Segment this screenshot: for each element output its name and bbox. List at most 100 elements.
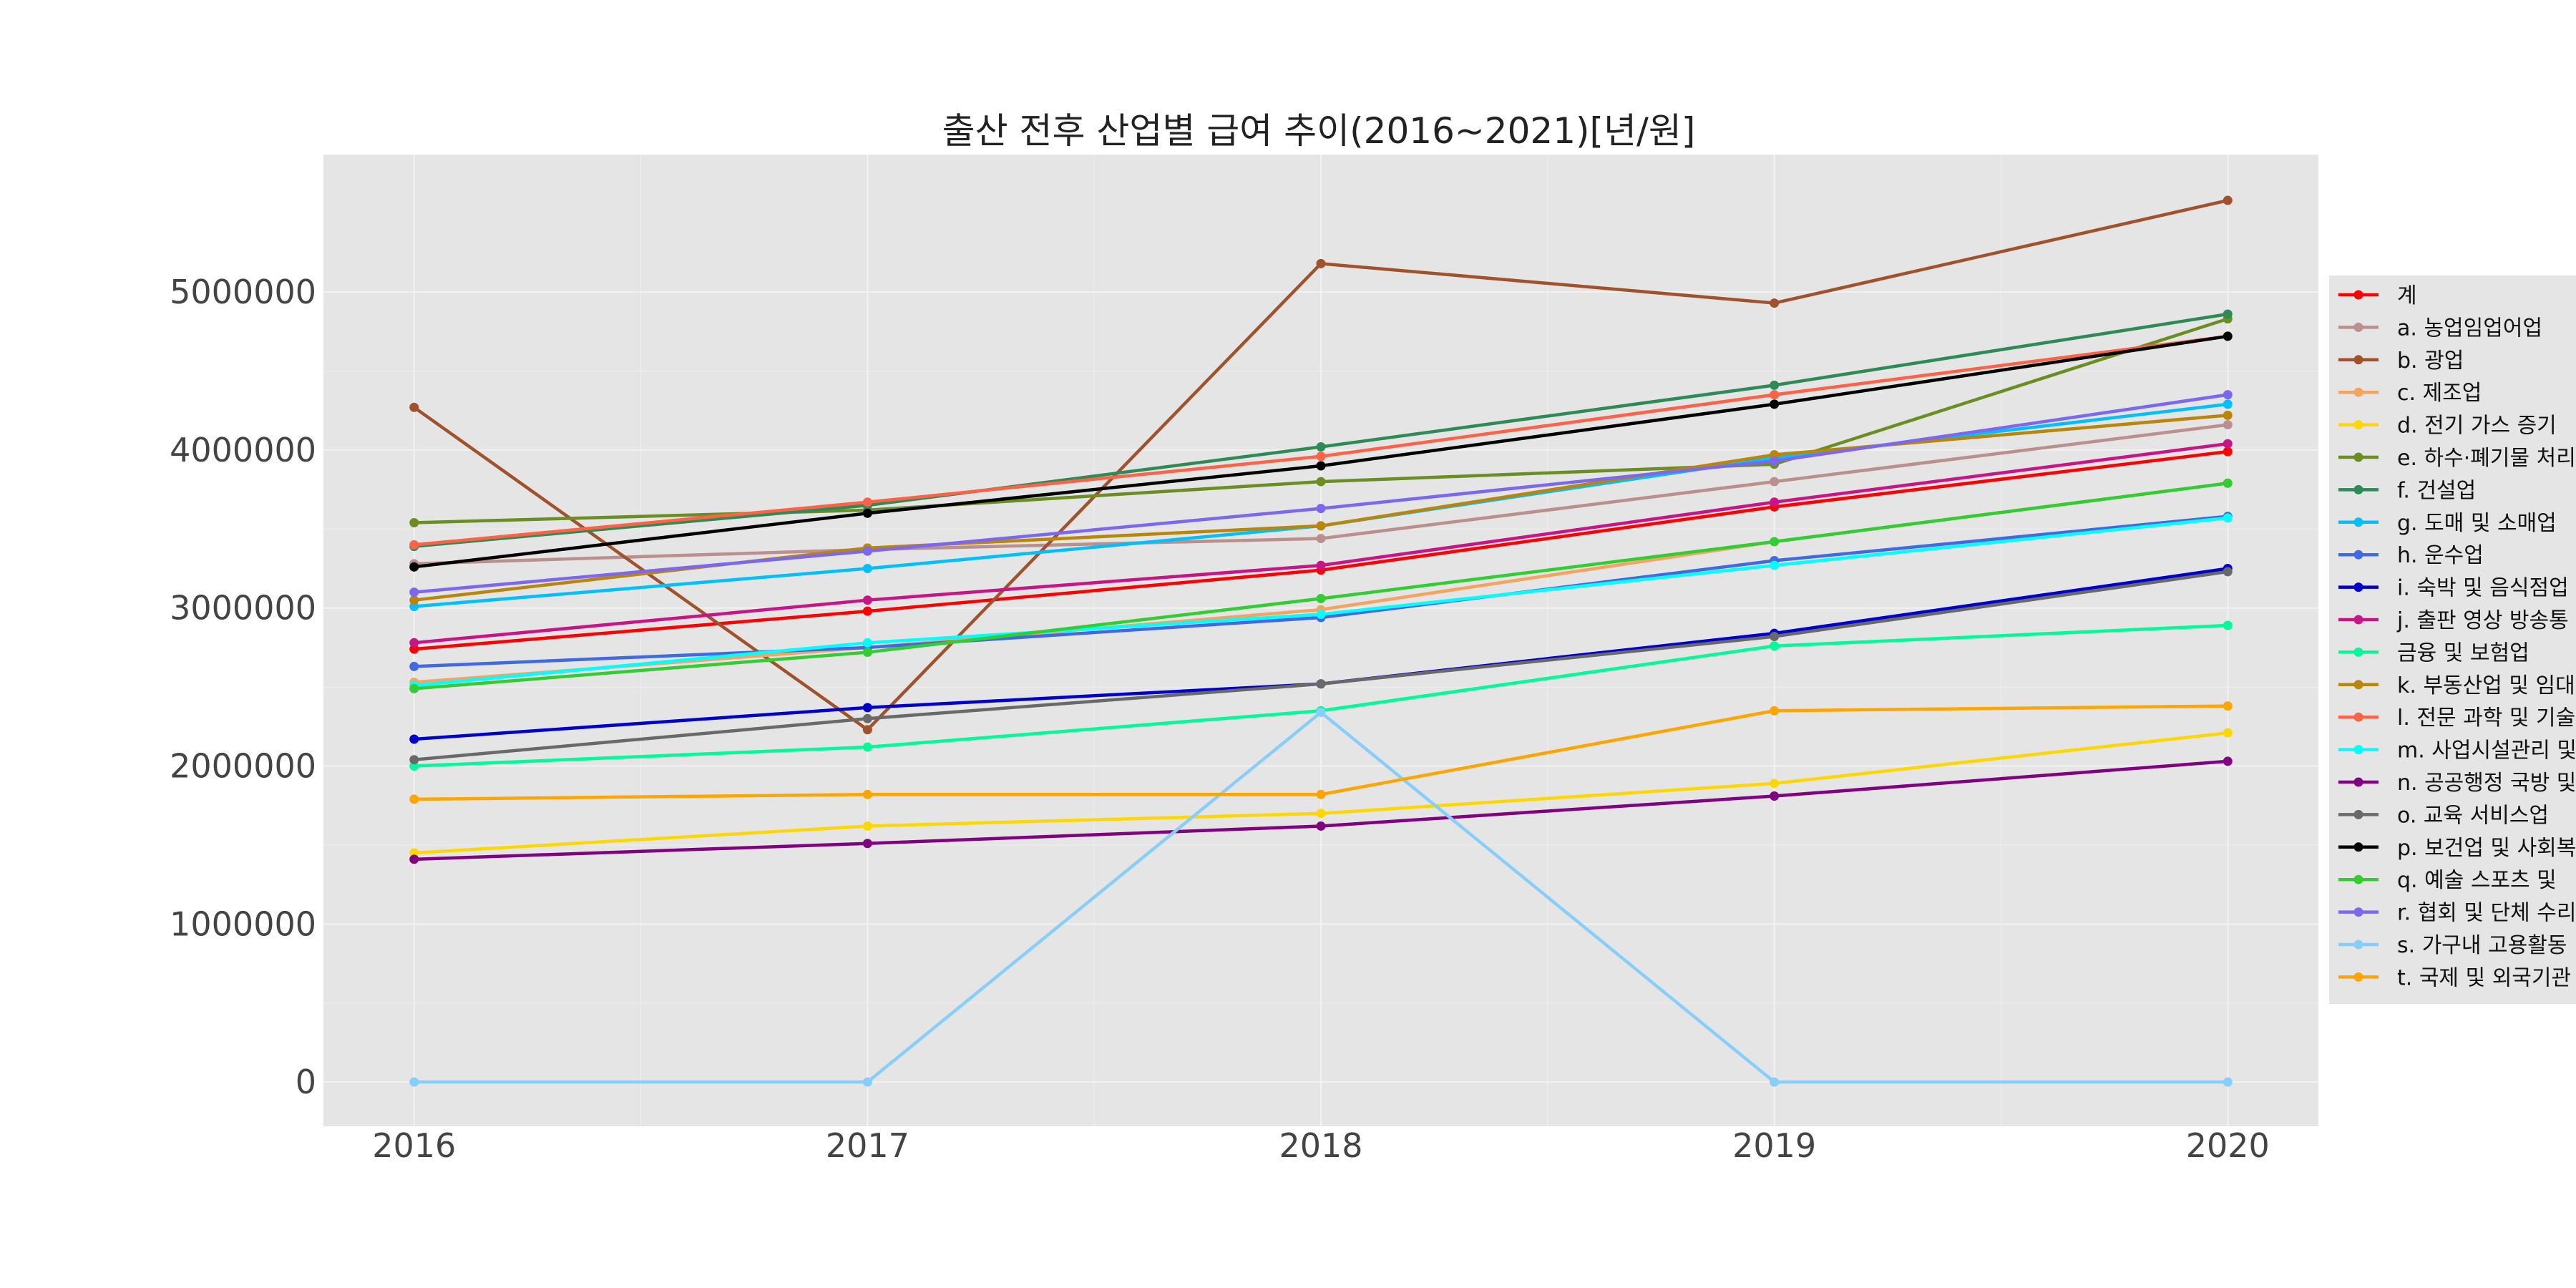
data-point [2223, 390, 2233, 400]
data-point [1316, 452, 1326, 462]
data-point [409, 562, 419, 572]
legend-label: s. 가구내 고용활동 [2397, 933, 2567, 958]
y-tick-label: 3000000 [170, 589, 316, 628]
legend-swatch-marker [2353, 712, 2363, 722]
legend-item: f. 건설업 [2338, 478, 2476, 503]
data-point [862, 497, 872, 507]
legend-label: o. 교육 서비스업 [2397, 803, 2549, 828]
x-tick-label: 2017 [826, 1126, 909, 1165]
legend-label: c. 제조업 [2397, 381, 2482, 406]
data-point [2223, 728, 2233, 738]
legend-label: k. 부동산업 및 임대 [2397, 673, 2575, 698]
legend-label: h. 운수업 [2397, 543, 2484, 568]
legend-swatch-marker [2353, 842, 2363, 852]
y-tick-label: 1000000 [170, 904, 316, 943]
data-point [1316, 679, 1326, 689]
legend-label: d. 전기 가스 증기 [2397, 414, 2557, 439]
legend-label: n. 공공행정 국방 및 [2397, 771, 2576, 796]
legend-label: f. 건설업 [2397, 478, 2476, 503]
legend-item: d. 전기 가스 증기 [2338, 414, 2557, 439]
legend-swatch-marker [2353, 940, 2363, 950]
legend-item: h. 운수업 [2338, 543, 2484, 568]
legend-label: e. 하수·폐기물 처리 [2397, 446, 2576, 471]
data-point [2223, 410, 2233, 420]
data-point [1770, 497, 1780, 507]
data-point [409, 683, 419, 693]
data-point [1770, 390, 1780, 400]
data-point [1770, 456, 1780, 466]
y-tick-label: 5000000 [170, 273, 316, 311]
legend-label: t. 국제 및 외국기관 [2397, 965, 2571, 990]
data-point [409, 517, 419, 527]
data-point [862, 546, 872, 556]
data-point [1316, 593, 1326, 603]
data-point [2223, 399, 2233, 409]
data-point [1770, 298, 1780, 308]
legend-item: c. 제조업 [2338, 381, 2482, 406]
legend-swatch-marker [2353, 582, 2363, 592]
data-point [409, 755, 419, 765]
data-point [1770, 641, 1780, 651]
data-point [1316, 504, 1326, 514]
legend-item: 금융 및 보험업 [2338, 640, 2529, 665]
data-point [2223, 309, 2233, 319]
data-point [1770, 791, 1780, 801]
data-point [2223, 195, 2233, 205]
series-18 [409, 478, 2233, 693]
data-point [409, 661, 419, 671]
data-point [1316, 809, 1326, 819]
legend-item: 계 [2338, 283, 2417, 308]
legend-box [2329, 275, 2576, 1004]
legend-swatch-marker [2353, 907, 2363, 917]
legend-label: 금융 및 보험업 [2397, 640, 2529, 665]
data-point [1770, 537, 1780, 547]
x-tick-label: 2020 [2186, 1126, 2270, 1165]
data-point [409, 794, 419, 804]
data-point [2223, 478, 2233, 488]
legend-item: l. 전문 과학 및 기술 [2338, 706, 2575, 731]
data-point [862, 606, 872, 616]
data-point [862, 564, 872, 574]
legend-label: l. 전문 과학 및 기술 [2397, 706, 2575, 731]
data-point [1316, 477, 1326, 487]
data-point [862, 821, 872, 831]
legend-item: j. 출판 영상 방송통 [2338, 608, 2569, 633]
series-17 [409, 331, 2233, 572]
data-point [1316, 442, 1326, 452]
series-15 [409, 756, 2233, 864]
legend-item: s. 가구내 고용활동 [2338, 933, 2567, 958]
data-point [2223, 1077, 2233, 1087]
legend-swatch-marker [2353, 387, 2363, 397]
legend-label: a. 농업임업어업 [2397, 316, 2542, 341]
legend-swatch-marker [2353, 420, 2363, 430]
data-point [2223, 756, 2233, 766]
legend-item: t. 국제 및 외국기관 [2338, 965, 2571, 990]
legend-item: k. 부동산업 및 임대 [2338, 673, 2575, 698]
data-point [862, 742, 872, 752]
data-point [1770, 631, 1780, 641]
x-tick-label: 2019 [1732, 1126, 1816, 1165]
data-point [862, 595, 872, 605]
data-point [862, 789, 872, 799]
data-point [2223, 420, 2233, 430]
series-21 [409, 701, 2233, 804]
series-group [409, 195, 2233, 1087]
data-point [1316, 521, 1326, 531]
axis-tick-labels: 2016 2017 2018 2019 2020 0 1000000 2000000 30000… [170, 273, 2270, 1165]
data-point [2223, 620, 2233, 630]
data-point [409, 854, 419, 864]
data-point [862, 839, 872, 849]
data-point [2223, 447, 2233, 457]
legend-swatch-marker [2353, 615, 2363, 625]
data-point [2223, 567, 2233, 577]
data-point [2223, 331, 2233, 341]
legend-label: p. 보건업 및 사회복 [2397, 836, 2576, 861]
legend-swatch-marker [2353, 355, 2363, 365]
chart-title: 출산 전후 산업별 급여 추이(2016~2021)[년/원] [942, 110, 1696, 152]
data-point [1770, 779, 1780, 789]
legend-item: q. 예술 스포츠 및 [2338, 868, 2557, 893]
series-16 [409, 567, 2233, 765]
y-tick-label: 2000000 [170, 747, 316, 786]
data-point [862, 713, 872, 723]
legend-label: q. 예술 스포츠 및 [2397, 868, 2557, 893]
